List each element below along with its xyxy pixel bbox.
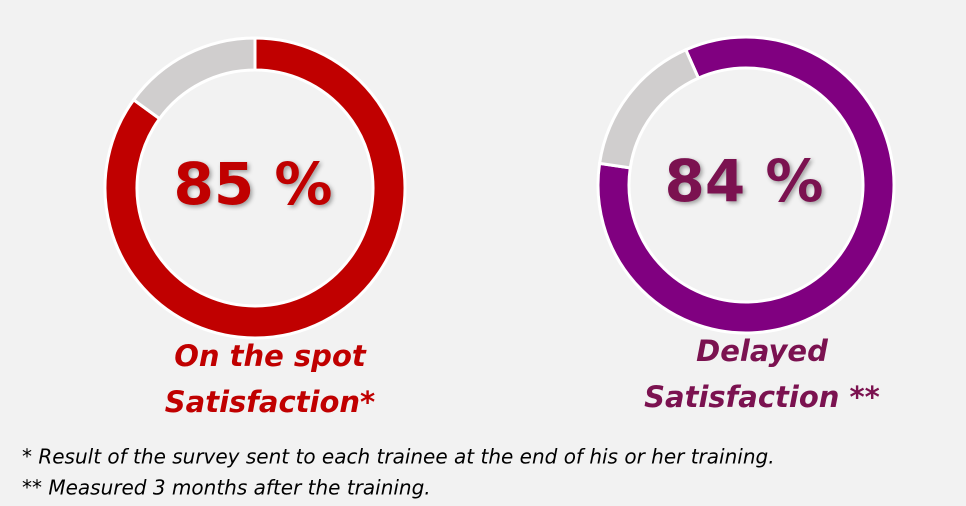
donut-segment <box>103 36 407 340</box>
chart-title: Satisfaction ** <box>644 380 880 414</box>
footnote: * Result of the survey sent to each trai… <box>22 445 775 469</box>
footnote: ** Measured 3 months after the training. <box>22 476 431 500</box>
donut-segment <box>131 36 257 121</box>
center-label: 84 % <box>664 147 823 215</box>
donut-segment <box>597 47 701 170</box>
donut-segment <box>596 35 896 335</box>
chart-title: Satisfaction* <box>165 385 375 419</box>
center-label: 85 % <box>173 150 332 218</box>
chart-title: On the spot <box>174 339 367 373</box>
chart-title: Delayed <box>696 334 828 368</box>
